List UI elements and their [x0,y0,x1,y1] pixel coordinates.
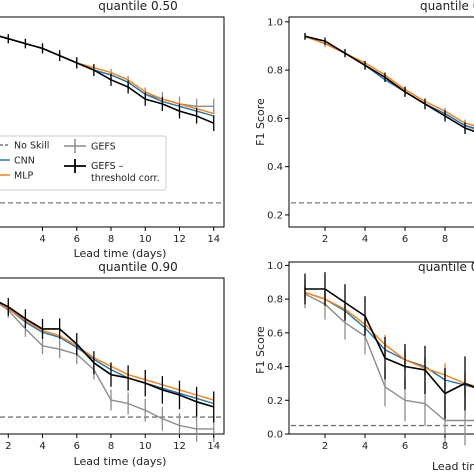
y-tick-label: 0.4 [267,362,283,373]
series-line [304,35,474,133]
y-axis-label: F1 Score [254,98,267,146]
series-gefs-corr [304,272,474,420]
series-line [305,288,474,395]
y-tick-label: 0.2 [267,210,283,221]
y-tick-label: 0.6 [267,114,283,125]
x-tick-label: 2 [5,441,11,452]
y-tick-label: 0.0 [267,430,283,441]
x-tick-label: 6 [402,441,408,452]
legend-gefs-swatch [64,139,86,153]
plot-area: 2 4 6 8 10 12 14 [0,297,222,452]
series-line [0,303,214,430]
series-line [304,293,474,422]
panel-quantile-050: quantile 0.50 4 6 8 10 12 14 Lead time (days)… [0,0,225,260]
series-gefs-corr [304,32,474,134]
series-line [304,35,474,129]
legend-gefs-label: GEFS [91,142,116,153]
plot-area: 4 6 8 10 12 14 [0,34,222,245]
x-axis-label: Lead time (days) [432,460,474,473]
panel-title: quantile 0.75 [420,0,474,13]
series-line [0,302,214,405]
panel-quantile-095: quantile 0.95 2 4 6 8 0.0 0.2 0.4 0.6 0.8 1.0 F1 … [254,260,474,473]
x-tick-label: 6 [402,234,408,245]
x-tick-label: 4 [362,441,368,452]
legend-gefs-corr-label-line1: GEFS – [91,161,124,172]
series-cnn [304,35,474,129]
legend-cnn-label: CNN [14,156,35,167]
y-axis-label: F1 Score [254,326,267,374]
plot-frame [0,16,225,228]
x-tick-label: 6 [74,441,80,452]
x-tick-label: 8 [108,234,114,245]
series-gefs-corr [0,297,215,423]
x-tick-label: 6 [74,234,80,245]
x-tick-label: 14 [207,441,220,452]
panel-quantile-090: quantile 0.90 2 4 6 8 10 12 14 Lead time (days… [0,260,225,468]
x-tick-label: 4 [362,234,368,245]
panel-title: quantile 0.95 [418,260,474,274]
x-tick-label: 14 [207,234,220,245]
series-mlp [0,302,214,401]
legend-no-skill-label: No Skill [14,141,49,152]
x-tick-label: 12 [173,441,186,452]
series-line [304,291,474,387]
y-tick-label: 1.0 [267,261,283,272]
panel-title: quantile 0.90 [98,260,177,274]
series-gefs [304,279,474,446]
plot-frame [288,16,474,228]
plot-frame [0,277,225,435]
panel-title: quantile 0.50 [98,0,177,13]
y-tick-label: 0.2 [267,396,283,407]
series-line [304,291,474,389]
plot-area: 2 4 6 8 0.2 0.4 0.6 0.8 1.0 [267,17,474,245]
legend: No Skill CNN MLP GEFS GEFS – threshold c… [0,135,167,191]
y-tick-label: 0.8 [267,66,283,77]
legend-gefs-corr-swatch [64,159,86,173]
series-gefs-corr [0,34,215,132]
x-axis-label: Lead time (days) [74,455,167,468]
series-gefs [304,32,474,132]
series-cnn [0,302,214,405]
x-tick-label: 8 [442,234,448,245]
y-tick-label: 0.6 [267,328,283,339]
x-tick-label: 12 [173,234,186,245]
x-tick-label: 10 [139,441,152,452]
x-tick-label: 8 [442,441,448,452]
plot-frame [288,261,474,435]
y-tick-label: 0.4 [267,162,283,173]
legend-box [0,135,167,191]
series-line [0,35,215,124]
y-tick-label: 0.8 [267,295,283,306]
legend-mlp-label: MLP [14,171,33,182]
panel-quantile-075: quantile 0.75 2 4 6 8 0.2 0.4 0.6 0.8 1.0 F1 Sco… [254,0,474,245]
series-line [304,35,474,127]
x-axis-label: Lead time (days) [74,247,167,260]
x-tick-label: 10 [139,234,152,245]
series-line [0,301,214,408]
x-tick-label: 8 [108,441,114,452]
series-cnn [304,286,474,396]
x-tick-label: 2 [322,234,328,245]
plot-area: 2 4 6 8 0.0 0.2 0.4 0.6 0.8 1.0 [267,261,474,452]
y-tick-label: 1.0 [267,17,283,28]
series-mlp [304,35,474,127]
x-tick-label: 4 [39,441,45,452]
x-tick-label: 4 [39,234,45,245]
series-line [0,302,214,401]
x-tick-label: 2 [322,441,328,452]
legend-gefs-corr-label-line2: threshold corr. [91,173,160,184]
